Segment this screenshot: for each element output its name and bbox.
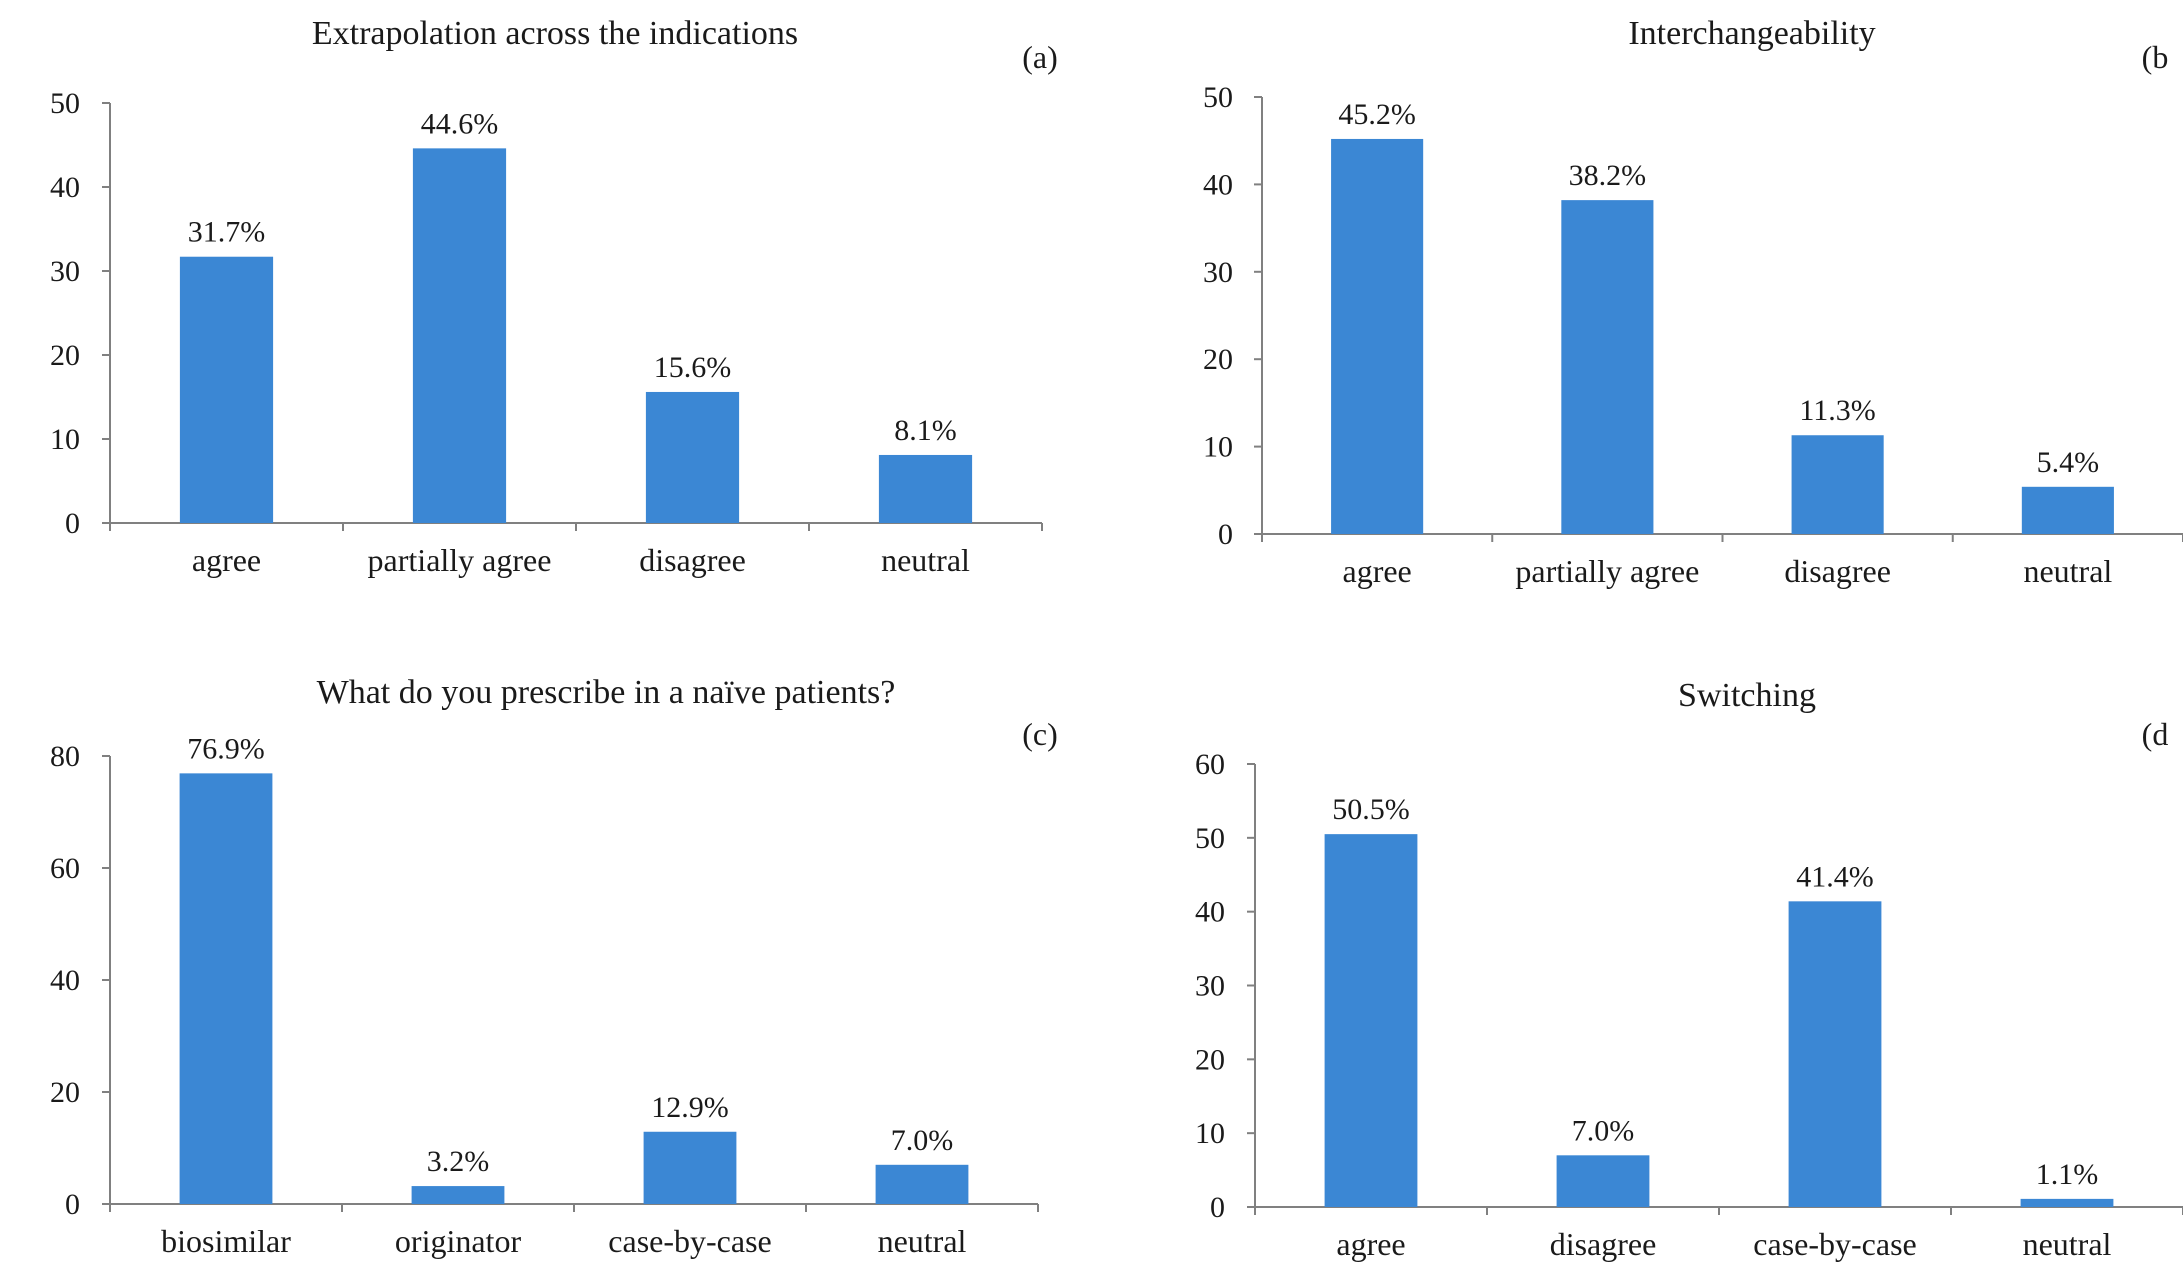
panel-d-category-label-2: case-by-case bbox=[1753, 1226, 1916, 1262]
panel-c-bar-3 bbox=[875, 1164, 969, 1204]
panel-c-data-label-1: 3.2% bbox=[427, 1145, 490, 1178]
panel-b-y-tick-label-5: 50 bbox=[1203, 81, 1233, 114]
panel-b-y-tick-label-2: 20 bbox=[1203, 343, 1233, 376]
panel-c-panel-label: (c) bbox=[1022, 716, 1058, 752]
panel-c-category-label-0: biosimilar bbox=[161, 1223, 291, 1259]
panel-d-category-label-3: neutral bbox=[2023, 1226, 2112, 1262]
panel-c-data-label-3: 7.0% bbox=[891, 1124, 954, 1157]
panel-c-y-tick-label-3: 60 bbox=[50, 852, 80, 885]
panel-a-data-label-3: 8.1% bbox=[894, 414, 957, 447]
panel-d-category-label-1: disagree bbox=[1550, 1226, 1657, 1262]
panel-d-data-label-3: 1.1% bbox=[2036, 1158, 2099, 1191]
panel-c-title: What do you prescribe in a naïve patient… bbox=[317, 674, 896, 711]
panel-a-bar-3 bbox=[878, 454, 973, 523]
panel-c-category-label-2: case-by-case bbox=[608, 1223, 771, 1259]
panel-d-y-tick-label-0: 0 bbox=[1210, 1191, 1225, 1224]
panel-c-bar-2 bbox=[643, 1131, 737, 1204]
panel-b-category-label-1: partially agree bbox=[1515, 553, 1699, 589]
panel-c-y-tick-label-0: 0 bbox=[65, 1188, 80, 1221]
panel-c-y-tick-label-4: 80 bbox=[50, 740, 80, 773]
panel-a-data-label-0: 31.7% bbox=[188, 216, 266, 249]
panel-c-category-label-1: originator bbox=[395, 1223, 522, 1259]
panel-d-y-tick-label-6: 60 bbox=[1195, 748, 1225, 781]
panel-a-category-label-2: disagree bbox=[639, 542, 746, 578]
panel-a-category-label-3: neutral bbox=[881, 542, 970, 578]
panel-d-bar-0 bbox=[1324, 834, 1418, 1207]
panel-c-bar-0 bbox=[179, 773, 273, 1204]
panel-b-bar-3 bbox=[2021, 486, 2114, 534]
panel-d-data-label-1: 7.0% bbox=[1572, 1114, 1635, 1147]
panel-a-data-label-2: 15.6% bbox=[654, 351, 732, 384]
panel-c-y-tick-label-1: 20 bbox=[50, 1076, 80, 1109]
panel-b-category-label-2: disagree bbox=[1784, 553, 1891, 589]
panel-d-y-tick-label-3: 30 bbox=[1195, 970, 1225, 1003]
panel-d-y-tick-label-2: 20 bbox=[1195, 1043, 1225, 1076]
panel-b-y-tick-label-0: 0 bbox=[1218, 518, 1233, 551]
panel-a-title: Extrapolation across the indications bbox=[312, 15, 798, 52]
panel-b-data-label-0: 45.2% bbox=[1338, 98, 1416, 131]
panel-a-y-tick-label-3: 30 bbox=[50, 255, 80, 288]
panel-b-bar-0 bbox=[1331, 138, 1424, 534]
panel-a-bar-0 bbox=[179, 256, 274, 523]
panel-a-bar-2 bbox=[645, 391, 740, 523]
panel-b-data-label-3: 5.4% bbox=[2037, 446, 2100, 479]
panel-b-panel-label: (b bbox=[2142, 39, 2169, 75]
panel-b-category-label-3: neutral bbox=[2023, 553, 2112, 589]
panel-d-bar-3 bbox=[2020, 1198, 2114, 1207]
panel-b-y-tick-label-3: 30 bbox=[1203, 256, 1233, 289]
panel-a-y-tick-label-5: 50 bbox=[50, 87, 80, 120]
panel-a-bar-1 bbox=[412, 148, 507, 524]
panel-c-y-tick-label-2: 40 bbox=[50, 964, 80, 997]
panel-a-category-label-1: partially agree bbox=[368, 542, 552, 578]
panel-d-title: Switching bbox=[1678, 677, 1816, 714]
panel-b-data-label-2: 11.3% bbox=[1799, 394, 1875, 427]
panel-d-bar-2 bbox=[1788, 901, 1882, 1207]
panel-d-data-label-2: 41.4% bbox=[1796, 860, 1874, 893]
panel-b-data-label-1: 38.2% bbox=[1569, 159, 1647, 192]
panel-c-data-label-0: 76.9% bbox=[187, 732, 265, 765]
panel-d-category-label-0: agree bbox=[1336, 1226, 1405, 1262]
panel-a-y-tick-label-2: 20 bbox=[50, 339, 80, 372]
panel-d-data-label-0: 50.5% bbox=[1332, 793, 1410, 826]
panel-c-category-label-3: neutral bbox=[878, 1223, 967, 1259]
panel-b-y-tick-label-1: 10 bbox=[1203, 431, 1233, 464]
panel-c-bar-1 bbox=[411, 1186, 505, 1204]
panel-a-category-label-0: agree bbox=[192, 542, 261, 578]
panel-a-data-label-1: 44.6% bbox=[421, 107, 499, 140]
panel-b-bar-1 bbox=[1561, 200, 1654, 534]
panel-d-y-tick-label-4: 40 bbox=[1195, 896, 1225, 929]
panel-a-y-tick-label-0: 0 bbox=[65, 507, 80, 540]
panel-d-panel-label: (d bbox=[2142, 716, 2169, 752]
panel-a-y-tick-label-4: 40 bbox=[50, 171, 80, 204]
panel-b-y-tick-label-4: 40 bbox=[1203, 168, 1233, 201]
panel-a-panel-label: (a) bbox=[1022, 39, 1058, 75]
panel-d-bar-1 bbox=[1556, 1155, 1650, 1207]
panel-a-y-tick-label-1: 10 bbox=[50, 423, 80, 456]
panel-b-category-label-0: agree bbox=[1342, 553, 1411, 589]
panel-b-title: Interchangeability bbox=[1628, 15, 1875, 52]
panel-d-y-tick-label-1: 10 bbox=[1195, 1117, 1225, 1150]
panel-b-bar-2 bbox=[1791, 435, 1884, 534]
panel-c-data-label-2: 12.9% bbox=[651, 1091, 729, 1124]
panel-d-y-tick-label-5: 50 bbox=[1195, 822, 1225, 855]
